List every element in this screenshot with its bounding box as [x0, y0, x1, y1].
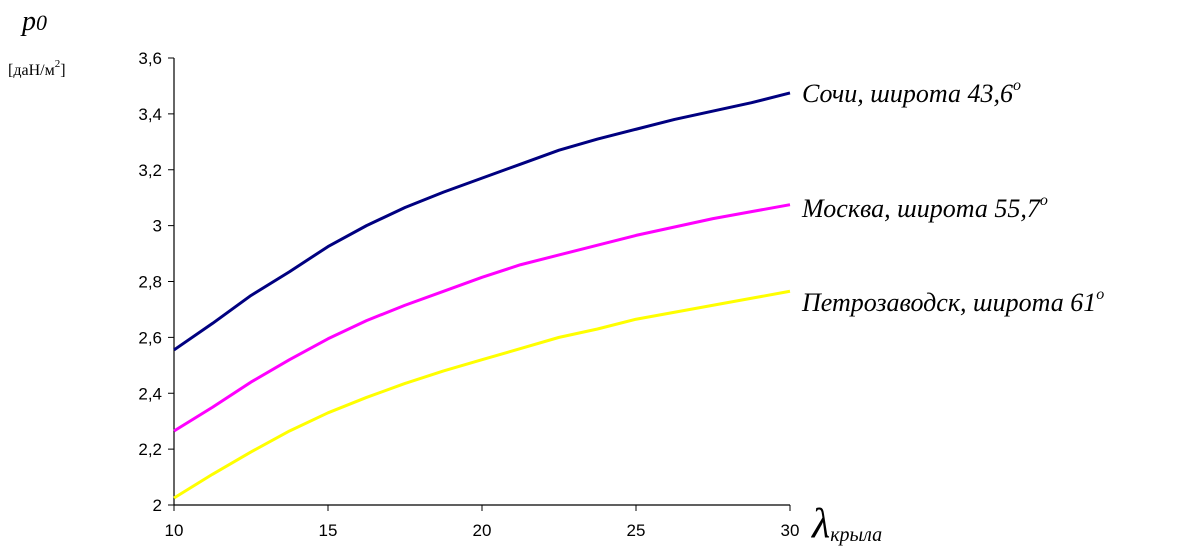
- y-axis-unit-power: 2: [55, 58, 61, 70]
- x-axis-subscript: крыла: [830, 524, 882, 546]
- y-ticks: 2 2,2 2,4 2,6 2,8 3 3,2 3,4 3,6: [138, 49, 174, 515]
- y-tick-label: 2: [153, 496, 162, 515]
- x-tick-label: 20: [473, 521, 492, 540]
- series-line-sochi: [173, 91, 791, 352]
- series-label-sochi-text: Сочи, широта 43,6: [802, 79, 1013, 108]
- series-label-moscow-sup: o: [1040, 192, 1048, 209]
- y-tick-label: 2,2: [138, 440, 162, 459]
- y-tick-label: 3,2: [138, 161, 162, 180]
- series-lines: [173, 91, 791, 500]
- axes: [173, 58, 790, 506]
- y-tick-label: 3,4: [138, 105, 162, 124]
- y-axis-unit-prefix: [даН/м: [8, 62, 55, 79]
- series-label-sochi-sup: o: [1013, 77, 1021, 94]
- series-label-petrozavodsk-sup: o: [1096, 286, 1104, 303]
- y-axis-unit-suffix: ]: [60, 62, 65, 79]
- y-axis-title: p0: [20, 6, 47, 37]
- series-label-moscow: Москва, широта 55,7o: [801, 192, 1048, 223]
- series-label-moscow-text: Москва, широта 55,7: [801, 194, 1041, 223]
- series-line-moscow: [173, 203, 791, 433]
- x-tick-label: 15: [319, 521, 338, 540]
- x-tick-label: 10: [165, 521, 184, 540]
- series-line-petrozavodsk: [173, 289, 791, 500]
- y-tick-label: 2,4: [138, 384, 162, 403]
- y-axis-symbol: p: [20, 6, 36, 37]
- x-axis-symbol: λ: [810, 501, 830, 547]
- y-tick-label: 2,6: [138, 328, 162, 347]
- x-tick-label: 25: [627, 521, 646, 540]
- y-tick-label: 2,8: [138, 273, 162, 292]
- y-tick-label: 3: [153, 217, 162, 236]
- series-label-petrozavodsk-text: Петрозаводск, широта 61: [801, 288, 1096, 317]
- y-axis-subscript: 0: [36, 10, 47, 35]
- x-ticks: 10 15 20 25 30: [165, 505, 800, 540]
- series-label-sochi: Сочи, широта 43,6o: [802, 77, 1021, 108]
- y-axis-unit: [даН/м2]: [8, 58, 66, 79]
- x-axis-title: λкрыла: [810, 501, 882, 547]
- series-label-petrozavodsk: Петрозаводск, широта 61o: [801, 286, 1104, 317]
- x-tick-label: 30: [781, 521, 800, 540]
- y-tick-label: 3,6: [138, 49, 162, 68]
